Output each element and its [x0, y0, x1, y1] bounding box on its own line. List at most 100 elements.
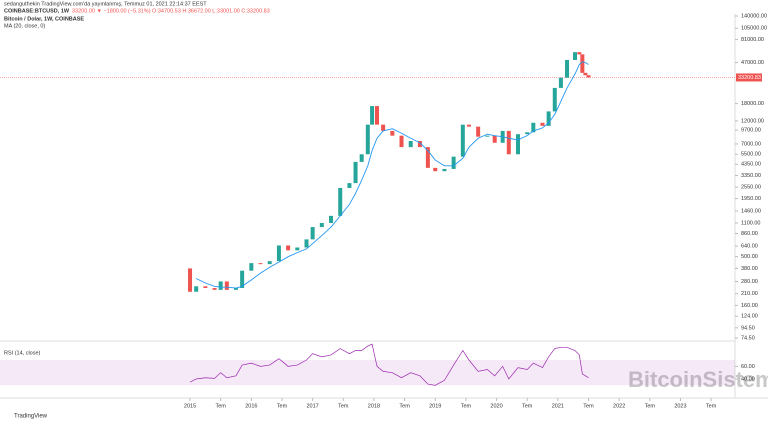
- x-tick-label: 2017: [307, 403, 319, 409]
- candle-body: [212, 288, 217, 290]
- y-tick-label: 210.00: [741, 291, 758, 297]
- candle-body: [203, 286, 208, 289]
- y-tick-label: 1100.00: [741, 220, 760, 226]
- candle-body: [319, 223, 324, 228]
- candle-body: [188, 268, 193, 292]
- x-tick-label: 2022: [613, 403, 625, 409]
- y-tick-label: 60.00: [741, 364, 755, 370]
- x-tick-label: Tem: [215, 403, 226, 409]
- candle-body: [276, 245, 281, 262]
- candle-body: [558, 77, 563, 88]
- x-tick-label: Tem: [583, 403, 594, 409]
- candle-body: [476, 126, 481, 137]
- x-tick-label: 2016: [245, 403, 257, 409]
- header-quote: 33200.00 ▼ −1800.00 (−5.31%) O:34700.53 …: [72, 8, 270, 14]
- y-tick-label: 280.00: [741, 279, 758, 285]
- x-tick-label: Tem: [399, 403, 410, 409]
- footer: TradingView: [14, 414, 48, 420]
- chart-title: Bitcoin / Dolar, 1W, COINBASE: [4, 16, 84, 22]
- candle-body: [525, 132, 530, 135]
- x-tick-label: Tem: [706, 403, 717, 409]
- candle-body: [442, 168, 447, 172]
- y-tick-label: 74.50: [741, 335, 755, 341]
- candle-body: [433, 167, 438, 172]
- candle-body: [408, 141, 413, 148]
- y-tick-label: 1460.00: [741, 208, 761, 214]
- candle-body: [552, 87, 557, 112]
- rsi-title: RSI (14, close): [4, 350, 41, 356]
- y-tick-label: 105000.00: [741, 26, 767, 32]
- candle-body: [577, 52, 582, 55]
- rsi-line: [189, 343, 589, 386]
- y-tick-label: 160.00: [741, 303, 758, 309]
- candle-body: [224, 281, 229, 290]
- candle-body: [249, 263, 254, 271]
- y-tick-label: 500.00: [741, 254, 758, 260]
- candle-body: [234, 288, 239, 290]
- y-tick-label: 18000.00: [741, 101, 764, 107]
- candle-body: [531, 122, 536, 133]
- ma-legend: MA (20, close, 0): [4, 23, 45, 29]
- last-price-label: 33200.83: [738, 75, 761, 81]
- x-tick-label: Tem: [461, 403, 472, 409]
- candle-body: [586, 75, 591, 78]
- x-tick-label: 2021: [552, 403, 564, 409]
- y-tick-label: 124.00: [741, 314, 758, 320]
- candle-body: [451, 156, 456, 169]
- candle-body: [573, 52, 578, 60]
- candle-body: [365, 124, 370, 155]
- watermark: BitcoinSistemi: [628, 367, 768, 392]
- x-tick-label: Tem: [338, 403, 349, 409]
- candle-body: [329, 215, 334, 224]
- candle-body: [466, 124, 471, 127]
- candle-body: [194, 286, 199, 292]
- candle-body: [370, 106, 375, 125]
- candle-body: [399, 135, 404, 148]
- header-line: sedanguthekin TradingView.com'da yayınla…: [4, 1, 207, 7]
- candle-body: [338, 187, 343, 216]
- x-tick-label: 2019: [429, 403, 441, 409]
- x-tick-label: Tem: [277, 403, 288, 409]
- y-tick-label: 380.00: [741, 266, 758, 272]
- last-price-box: [736, 73, 762, 82]
- candle-body: [347, 183, 352, 188]
- candle-body: [425, 147, 430, 168]
- candle-body: [583, 72, 588, 76]
- y-tick-label: 1950.00: [741, 196, 761, 202]
- candle-body: [546, 111, 551, 126]
- candle-body: [258, 263, 263, 265]
- candle-body: [267, 261, 272, 265]
- y-tick-label: 81000.00: [741, 37, 764, 43]
- x-tick-label: 2015: [184, 403, 196, 409]
- candle-body: [565, 59, 570, 78]
- candle-body: [506, 130, 511, 155]
- candle-body: [460, 124, 465, 157]
- y-tick-label: 7000.00: [741, 141, 761, 147]
- candle-body: [390, 130, 395, 136]
- y-tick-label: 12000.00: [741, 118, 764, 124]
- candle-body: [381, 124, 386, 131]
- y-tick-label: 2550.00: [741, 185, 761, 191]
- candle-body: [492, 135, 497, 143]
- rsi-band: [0, 360, 735, 386]
- candle-body: [286, 245, 291, 251]
- candle-body: [485, 135, 490, 137]
- y-tick-label: 40.00: [741, 376, 755, 382]
- candle-body: [304, 239, 309, 248]
- y-tick-label: 140000.00: [741, 13, 767, 19]
- candle-body: [515, 134, 520, 155]
- candle-body: [375, 106, 380, 125]
- moving-average: [195, 61, 589, 289]
- x-tick-label: Tem: [522, 403, 533, 409]
- candle-body: [353, 161, 358, 184]
- x-tick-label: 2018: [368, 403, 380, 409]
- candle-body: [295, 247, 300, 251]
- header-symbol: COINBASE:BTCUSD, 1W: [4, 8, 70, 14]
- x-tick-label: 2023: [674, 403, 686, 409]
- y-tick-label: 47000.00: [741, 60, 764, 66]
- candle-body: [240, 270, 245, 289]
- candle-body: [359, 154, 364, 162]
- y-tick-label: 5500.00: [741, 152, 761, 158]
